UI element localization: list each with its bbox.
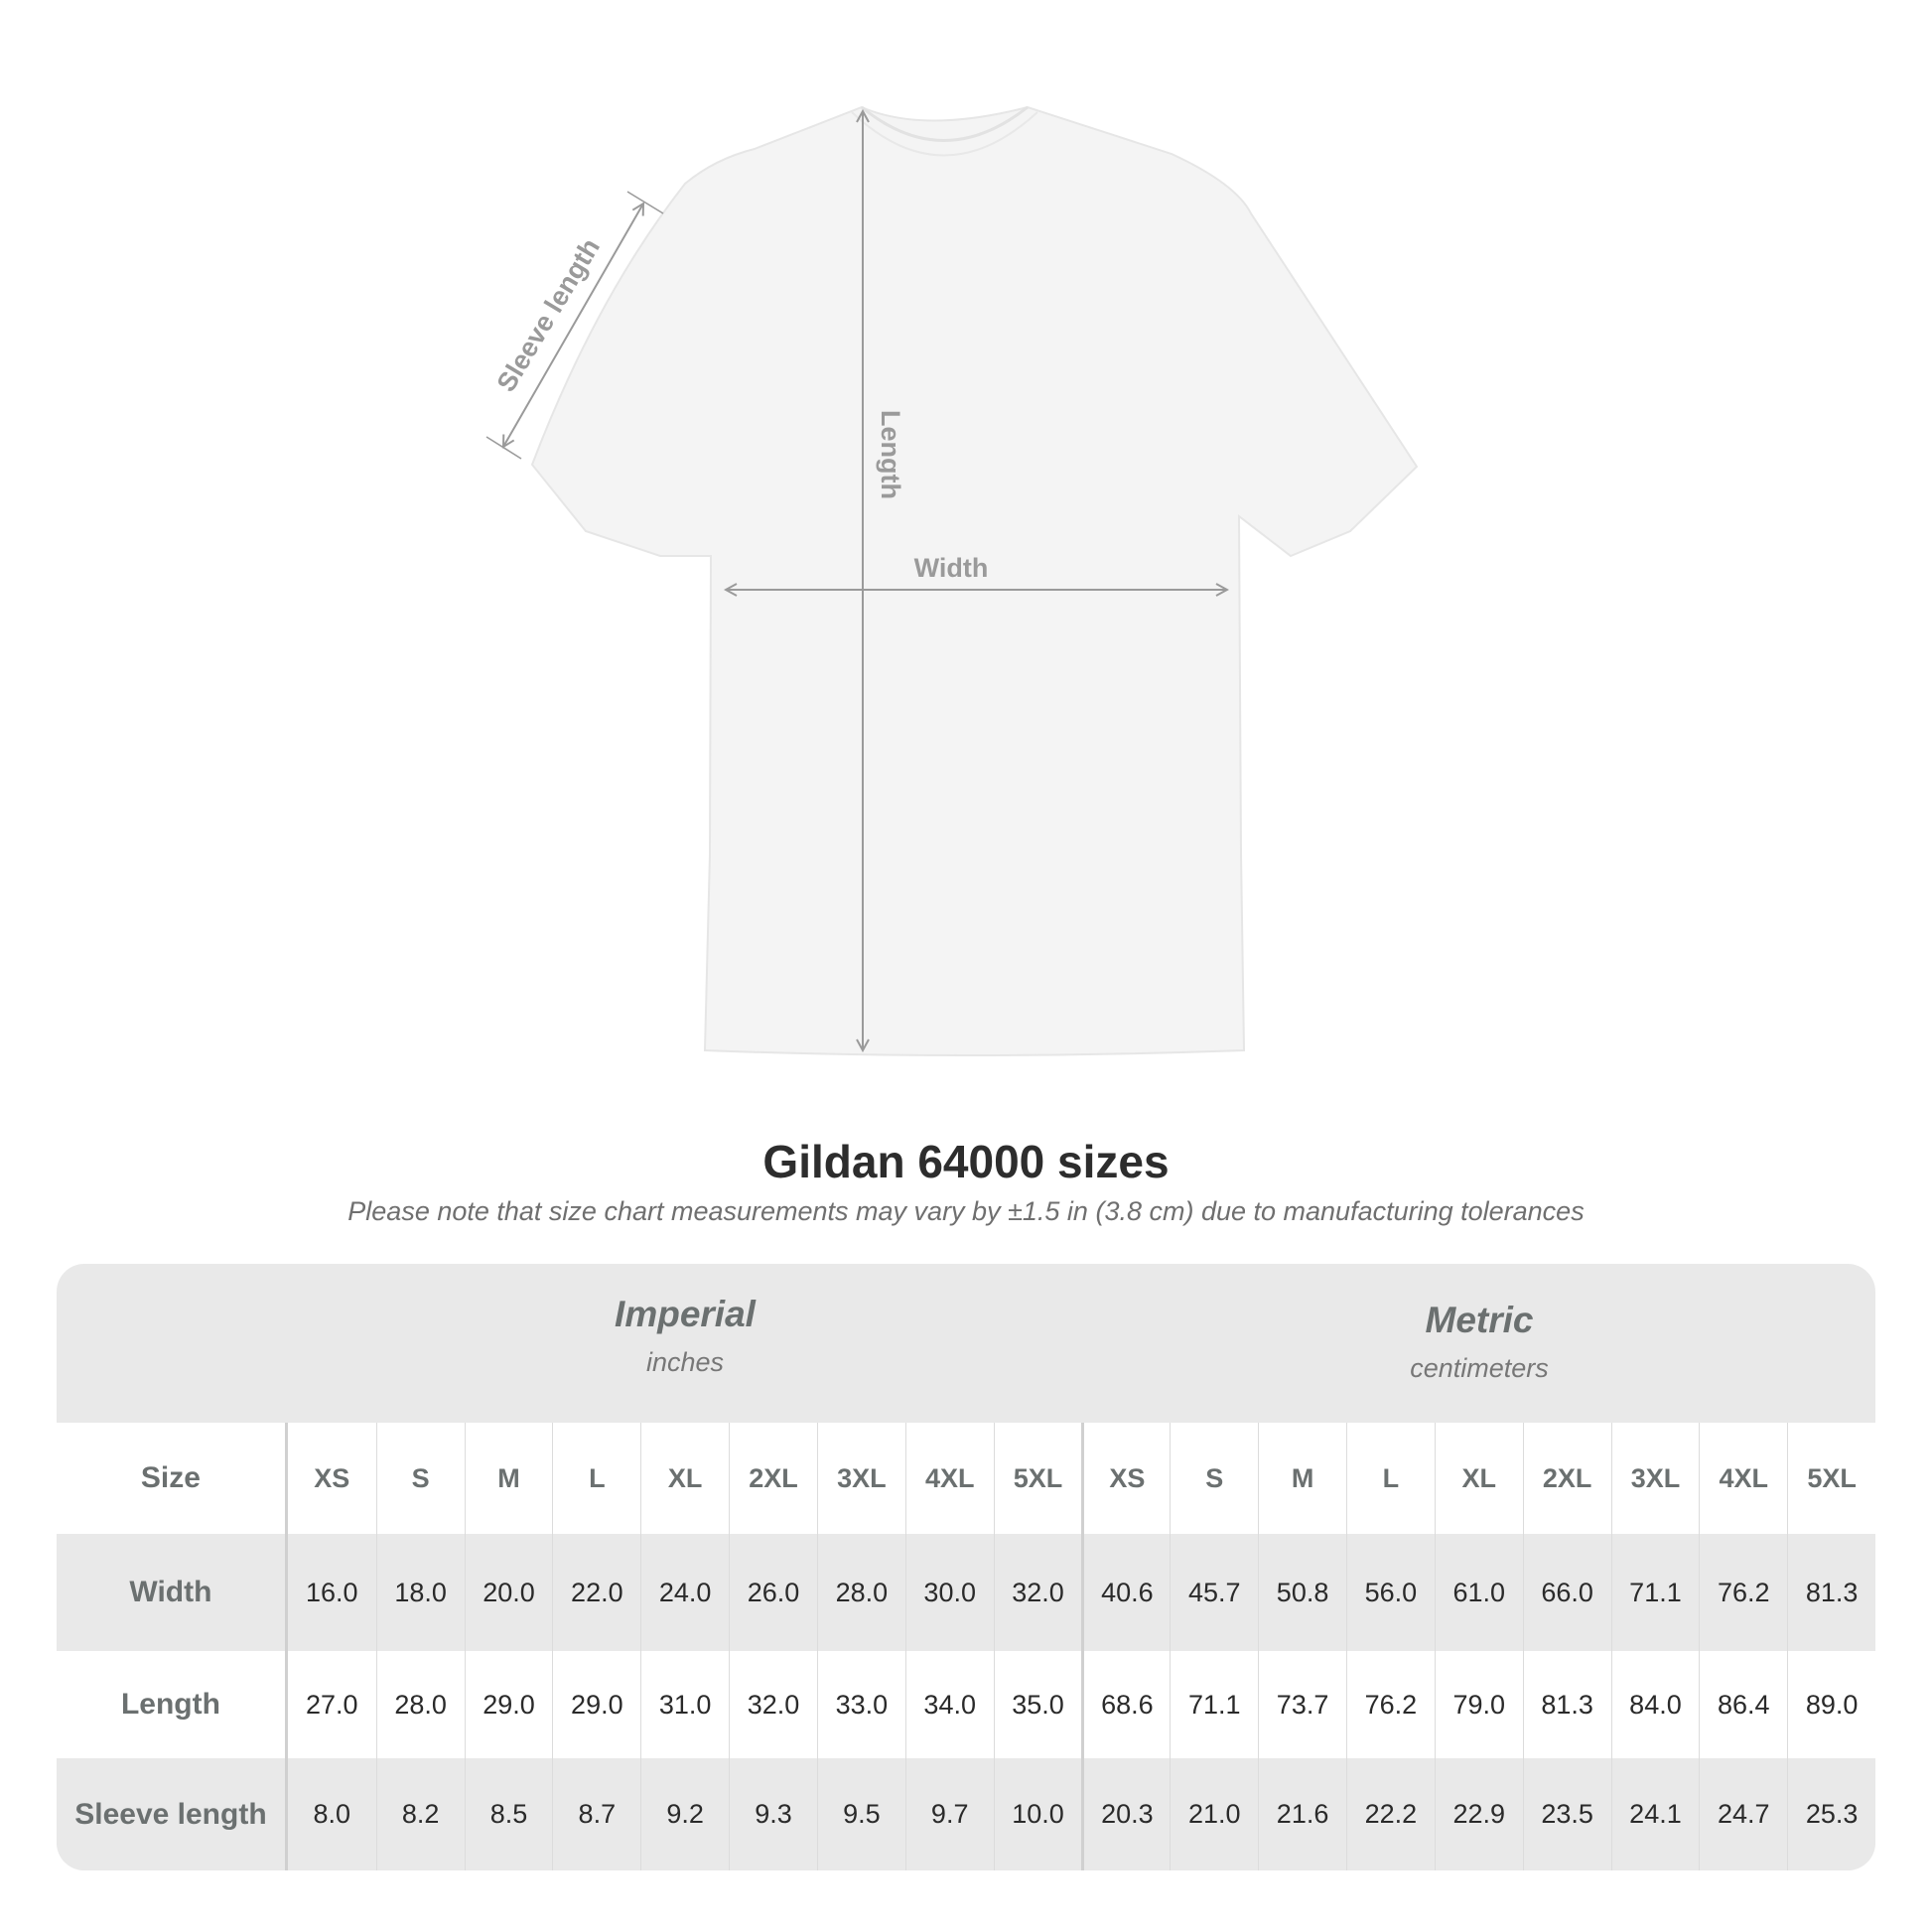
table-row: Sleeve length 8.0 8.2 8.5 8.7 9.2 9.3 9.5 9.7 10.… <box>57 1758 1875 1870</box>
imperial-value-cell: 9.3 <box>729 1758 817 1870</box>
imperial-value-cell: 8.5 <box>464 1758 553 1870</box>
imperial-title: Imperial <box>615 1294 756 1334</box>
metric-value-cell: 21.6 <box>1258 1758 1346 1870</box>
imperial-value-cell: 27.0 <box>306 1689 358 1720</box>
metric-value-cell: 22.9 <box>1434 1758 1523 1870</box>
size-header-cell: 3XL <box>816 1423 905 1534</box>
metric-value-cell: 25.3 <box>1787 1758 1875 1870</box>
metric-header: Metric centimeters <box>1082 1300 1875 1458</box>
metric-value-cell: 24.1 <box>1610 1758 1700 1870</box>
imperial-value-cell: 29.0 <box>552 1651 640 1758</box>
length-label: Length <box>876 410 905 499</box>
imperial-value-cell: 30.0 <box>904 1534 994 1651</box>
size-header-cell: L <box>552 1423 640 1534</box>
tolerance-note: Please note that size chart measurements… <box>347 1196 1585 1226</box>
imperial-value-cell: 20.0 <box>464 1534 553 1651</box>
metric-value-cell: 89.0 <box>1787 1651 1875 1758</box>
size-header-cell: M <box>464 1423 553 1534</box>
metric-value-cell: 22.2 <box>1346 1758 1435 1870</box>
metric-value-cell: 24.7 <box>1699 1758 1787 1870</box>
chart-title: Gildan 64000 sizes <box>762 1136 1170 1187</box>
sleeve-arrow <box>503 204 643 447</box>
row-label: Sleeve length <box>57 1758 288 1870</box>
imperial-value-cell: 28.0 <box>816 1534 905 1651</box>
size-header-cell: 5XL <box>1787 1423 1875 1534</box>
size-header-cell: XL <box>1434 1423 1523 1534</box>
imperial-value-cell: 9.7 <box>904 1758 994 1870</box>
size-header-cell: M <box>1258 1423 1346 1534</box>
imperial-value-cell: 34.0 <box>904 1651 994 1758</box>
imperial-value-cell: 32.0 <box>993 1534 1082 1651</box>
metric-value-cell: 56.0 <box>1346 1534 1435 1651</box>
metric-value-cell: 23.5 <box>1522 1758 1611 1870</box>
metric-value-cell: 21.0 <box>1170 1758 1258 1870</box>
imperial-value-cell: 16.0 <box>306 1577 358 1607</box>
metric-value-cell: 81.3 <box>1522 1651 1611 1758</box>
width-label: Width <box>914 553 989 583</box>
imperial-unit: inches <box>645 1347 725 1377</box>
imperial-value-cell: 9.5 <box>816 1758 905 1870</box>
metric-value-cell: 76.2 <box>1346 1651 1435 1758</box>
row-label: Length <box>57 1651 288 1758</box>
size-header-cell: 5XL <box>993 1423 1082 1534</box>
metric-value-cell: 45.7 <box>1170 1534 1258 1651</box>
imperial-value-cell: 8.0 <box>313 1799 351 1829</box>
size-header-cell: 3XL <box>1610 1423 1700 1534</box>
metric-value-cell: 84.0 <box>1610 1651 1700 1758</box>
row-label: Size <box>57 1423 288 1534</box>
size-header-row: Size XS S M L XL 2XL 3XL 4XL 5XL XS S M L XL 2XL 3XL 4XL 5… <box>57 1423 1875 1534</box>
imperial-value-cell: 10.0 <box>993 1758 1082 1870</box>
imperial-value-cell: 24.0 <box>640 1534 729 1651</box>
metric-value-cell: 81.3 <box>1787 1534 1875 1651</box>
metric-unit: centimeters <box>1410 1353 1549 1383</box>
size-header-cell: S <box>1170 1423 1258 1534</box>
imperial-value-cell: 22.0 <box>552 1534 640 1651</box>
table-row: Length 27.0 28.0 29.0 29.0 31.0 32.0 33.0 34.0 35… <box>57 1651 1875 1758</box>
table-row: Width 16.0 18.0 20.0 22.0 24.0 26.0 28.0 30.0 32.… <box>57 1534 1875 1651</box>
metric-value-cell: 40.6 <box>1081 1534 1170 1651</box>
size-header-cell: L <box>1346 1423 1435 1534</box>
imperial-value-cell: 33.0 <box>816 1651 905 1758</box>
size-header-cell: 4XL <box>1699 1423 1787 1534</box>
size-header-cell: XS <box>1081 1423 1170 1534</box>
size-header-cell: 2XL <box>1522 1423 1611 1534</box>
imperial-value-cell: 28.0 <box>375 1651 465 1758</box>
imperial-value-cell: 8.2 <box>375 1758 465 1870</box>
metric-value-cell: 66.0 <box>1522 1534 1611 1651</box>
metric-title: Metric <box>1425 1300 1534 1340</box>
size-header-cell: 4XL <box>904 1423 994 1534</box>
size-header-cell: 2XL <box>729 1423 817 1534</box>
imperial-value-cell: 29.0 <box>464 1651 553 1758</box>
tshirt-shape <box>530 105 1419 1056</box>
imperial-value-cell: 9.2 <box>640 1758 729 1870</box>
imperial-value-cell: 32.0 <box>729 1651 817 1758</box>
size-table: Imperial inches Metric centimeters Size X… <box>57 1264 1875 1870</box>
imperial-header: Imperial inches <box>288 1294 1082 1452</box>
imperial-value-cell: 31.0 <box>640 1651 729 1758</box>
metric-value-cell: 86.4 <box>1699 1651 1787 1758</box>
imperial-value-cell: 18.0 <box>375 1534 465 1651</box>
metric-value-cell: 50.8 <box>1258 1534 1346 1651</box>
metric-value-cell: 76.2 <box>1699 1534 1787 1651</box>
row-label: Width <box>57 1534 288 1651</box>
imperial-value-cell: 26.0 <box>729 1534 817 1651</box>
size-header-cell: XL <box>640 1423 729 1534</box>
metric-value-cell: 20.3 <box>1081 1758 1170 1870</box>
metric-value-cell: 73.7 <box>1258 1651 1346 1758</box>
tshirt-diagram: Length Width Sleeve length <box>485 105 1419 1056</box>
imperial-value-cell: 8.7 <box>552 1758 640 1870</box>
size-header-cell: XS <box>314 1462 350 1493</box>
imperial-value-cell: 35.0 <box>993 1651 1082 1758</box>
metric-value-cell: 71.1 <box>1170 1651 1258 1758</box>
metric-value-cell: 68.6 <box>1081 1651 1170 1758</box>
metric-value-cell: 61.0 <box>1434 1534 1523 1651</box>
metric-value-cell: 79.0 <box>1434 1651 1523 1758</box>
size-header-cell: S <box>375 1423 465 1534</box>
metric-value-cell: 71.1 <box>1610 1534 1700 1651</box>
